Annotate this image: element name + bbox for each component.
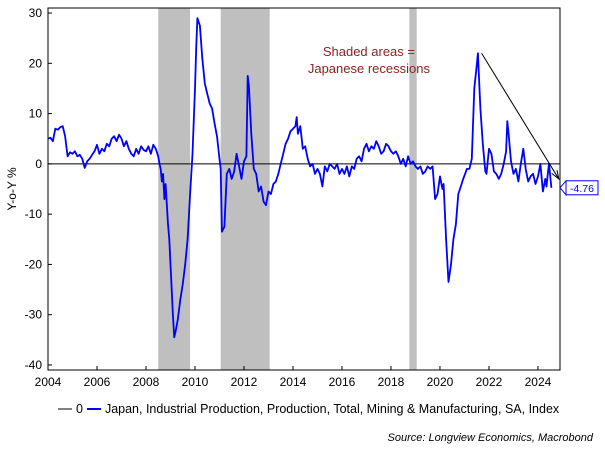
legend-label-zero: 0 [76, 402, 83, 416]
recession-band-3 [409, 8, 417, 370]
y-tick-label: -40 [25, 358, 43, 372]
y-tick-label: 30 [29, 6, 43, 20]
x-tick-label: 2018 [378, 375, 405, 389]
legend-swatch-zero [58, 408, 72, 410]
y-tick-label: 0 [35, 157, 42, 171]
last-value-box [565, 180, 599, 196]
x-tick-label: 2010 [182, 375, 209, 389]
y-tick-label: 10 [29, 107, 43, 121]
x-tick-label: 2008 [133, 375, 160, 389]
legend-item-japan-ip: Japan, Industrial Production, Production… [86, 402, 560, 416]
legend: 0 Japan, Industrial Production, Producti… [58, 402, 563, 416]
y-tick-label: 20 [29, 56, 43, 70]
plot-frame [47, 7, 561, 371]
x-tick-label: 2014 [280, 375, 307, 389]
x-tick-label: 2006 [84, 375, 111, 389]
series-layer [47, 17, 560, 339]
trend-arrow-line [481, 52, 560, 180]
x-tick-label: 2024 [525, 375, 552, 389]
japan-ip-line [47, 17, 553, 339]
x-tick-label: 2016 [329, 375, 356, 389]
x-tick-label: 2022 [476, 375, 503, 389]
x-tick-label: 2004 [35, 375, 62, 389]
x-tick-label: 2012 [231, 375, 258, 389]
last-value-pointer [559, 179, 567, 197]
y-tick-label: -10 [25, 207, 43, 221]
source-note: Source: Longview Economics, Macrobond [387, 432, 593, 444]
y-axis-label: Y-o-Y % [5, 167, 19, 211]
last-value-label: -4.76 [570, 183, 594, 195]
shading-note-line-2: Japanese recessions [308, 61, 431, 76]
trend-arrow-head [551, 170, 560, 181]
y-tick-label: -20 [25, 257, 43, 271]
axes-layer [47, 7, 561, 371]
annotation-layer: Shaded areas = Japanese recessions -4.76 [308, 44, 599, 197]
x-tick-label: 2020 [427, 375, 454, 389]
legend-item-zero: 0 [58, 402, 83, 416]
legend-label-japan-ip: Japan, Industrial Production, Production… [104, 402, 560, 416]
legend-swatch-japan-ip [86, 408, 101, 410]
shading-note-line-1: Shaded areas = [323, 44, 415, 59]
y-tick-label: -30 [25, 308, 43, 322]
